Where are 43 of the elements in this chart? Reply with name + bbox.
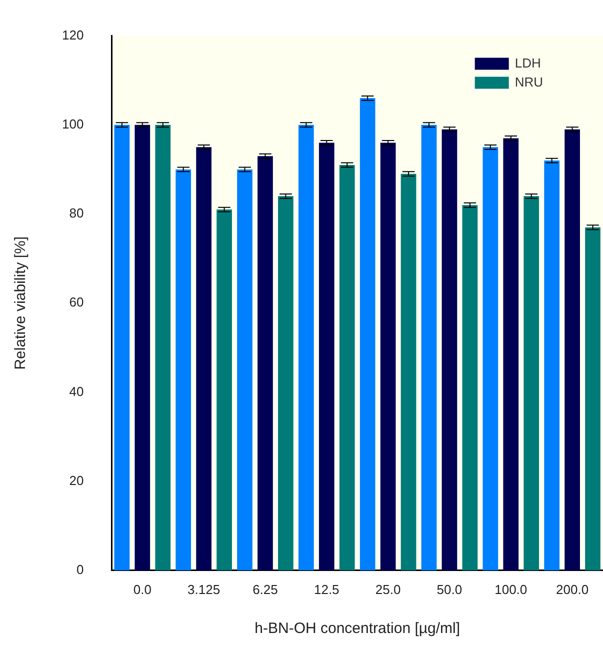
bar <box>564 129 580 570</box>
bar <box>482 147 498 570</box>
legend-label: NRU <box>514 74 544 90</box>
y-tick-label: 120 <box>62 27 84 42</box>
bar <box>196 147 212 570</box>
bar <box>524 196 540 570</box>
y-tick-label: 100 <box>62 116 84 132</box>
bar <box>544 160 560 570</box>
x-tick-label: 25.0 <box>375 582 401 597</box>
x-tick-label: 0.0 <box>133 582 152 597</box>
bar <box>339 164 355 570</box>
bar <box>585 227 600 570</box>
bar <box>258 156 273 570</box>
bar <box>421 124 437 570</box>
x-tick-label: 6.25 <box>252 582 278 597</box>
bar <box>400 174 416 570</box>
bar <box>462 205 478 570</box>
x-axis-title: h-BN-OH concentration [µg/ml] <box>254 620 460 638</box>
bar <box>380 142 396 570</box>
y-tick-label: 80 <box>69 206 84 221</box>
x-tick-label: 3.125 <box>188 582 220 597</box>
y-axis-title: Relative viability [%] <box>12 236 30 370</box>
y-tick-label: 60 <box>69 294 84 310</box>
x-tick-label: 12.5 <box>314 582 340 597</box>
x-tick-label: 50.0 <box>436 582 462 597</box>
y-tick-label: 40 <box>69 384 84 399</box>
bar <box>360 98 376 570</box>
legend-label: LDH <box>514 55 541 70</box>
bar <box>442 129 458 570</box>
x-tick-label: 200.0 <box>556 582 589 597</box>
bar <box>114 124 130 570</box>
bar <box>155 124 171 570</box>
bar <box>318 142 334 570</box>
y-tick-label: 0 <box>76 562 84 577</box>
bar <box>216 210 232 570</box>
bar <box>176 169 192 570</box>
x-tick-label: 100.0 <box>494 582 528 597</box>
bar <box>298 124 314 570</box>
bar <box>237 169 252 570</box>
y-tick-label: 20 <box>69 472 84 488</box>
bar <box>503 138 519 570</box>
bar <box>134 124 150 570</box>
bar <box>278 196 294 570</box>
